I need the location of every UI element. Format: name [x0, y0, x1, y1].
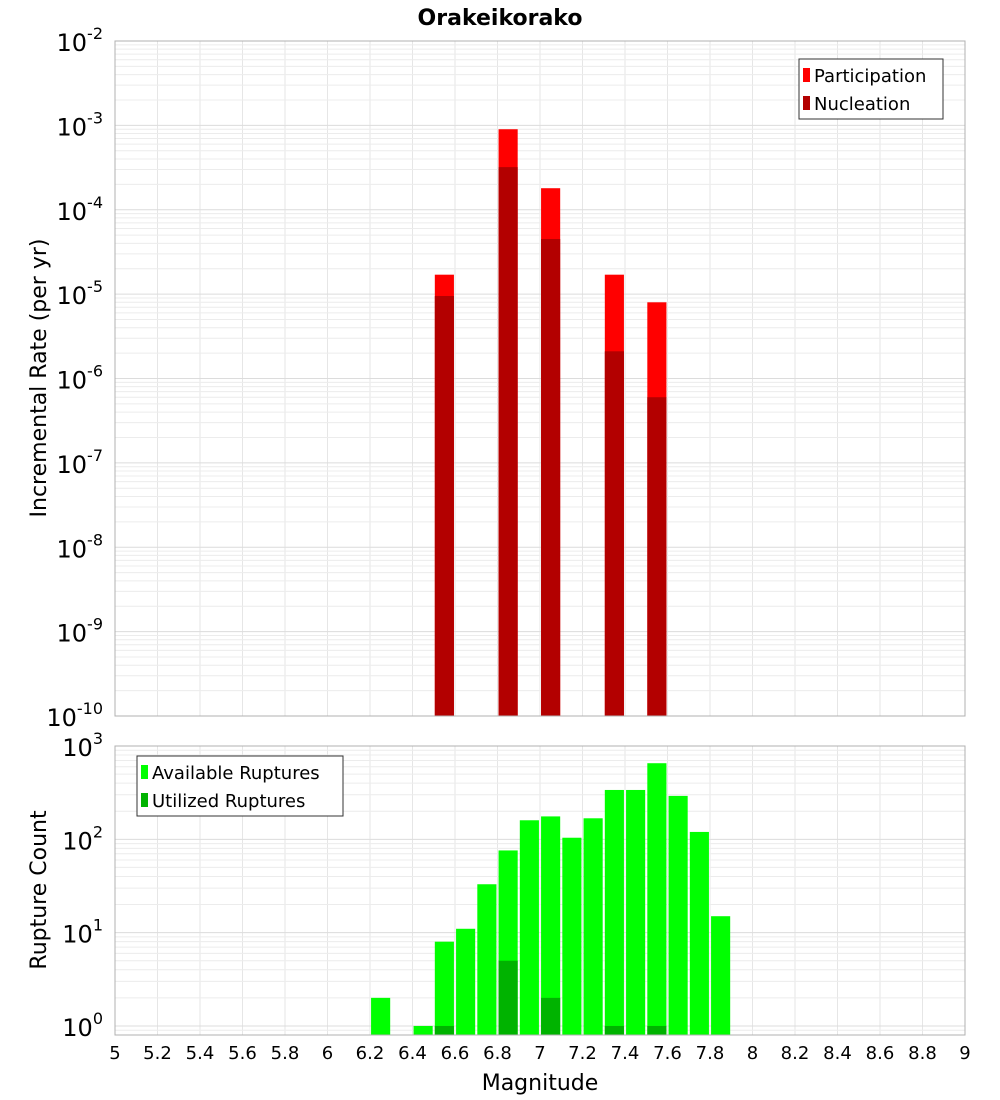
x-tick-label: 8.6 [866, 1043, 895, 1064]
legend-label: Nucleation [814, 94, 910, 115]
y-tick-label: 10-9 [57, 615, 104, 648]
x-tick-label: 5.2 [143, 1043, 172, 1064]
legend-label: Available Ruptures [152, 763, 320, 784]
bar [668, 795, 688, 1035]
x-tick-label: 6.8 [483, 1043, 512, 1064]
rupture-count-panel: 100 101 102 103 5 5.2 5.4 5.6 5.8 6 6.2 6.4 6.6 6.8 7 7… [27, 729, 971, 1064]
legend-swatch [141, 765, 148, 779]
x-tick-label: 5.6 [228, 1043, 257, 1064]
y-tick-label: 10-8 [57, 530, 104, 563]
x-tick-label: 9 [959, 1043, 970, 1064]
y-tick-label: 10-5 [57, 277, 104, 310]
x-tick-label: 8.2 [781, 1043, 810, 1064]
series-utilized-ruptures [434, 960, 667, 1035]
legend-label: Participation [814, 66, 926, 87]
bar [604, 1025, 624, 1035]
x-tick-label: 8 [747, 1043, 758, 1064]
y-tick-label: 10-6 [57, 362, 104, 395]
bar [541, 997, 561, 1035]
plot-frame [114, 745, 966, 1036]
incremental-rate-panel: 10-10 10-9 10-8 10-7 10-6 10-5 10-4 10-3 10-2 Inc… [27, 24, 966, 732]
legend-swatch [803, 96, 810, 110]
x-axis-label: Magnitude [482, 1071, 599, 1096]
x-tick-label: 8.8 [908, 1043, 937, 1064]
bar [711, 916, 731, 1035]
y-axis-label: Incremental Rate (per yr) [27, 239, 52, 518]
bar [498, 960, 518, 1035]
bar [541, 239, 561, 716]
x-tick-label: 5.8 [271, 1043, 300, 1064]
y-tick-label: 101 [62, 916, 103, 949]
legend-swatch [141, 793, 148, 807]
y-axis-label: Rupture Count [27, 810, 52, 970]
bar [562, 837, 582, 1035]
bar [626, 789, 646, 1035]
x-tick-label: 5.4 [186, 1043, 215, 1064]
legend-box [136, 755, 344, 817]
bar [371, 997, 391, 1035]
legend: Available Ruptures Utilized Ruptures [136, 755, 344, 817]
x-tick-label: 7.8 [696, 1043, 725, 1064]
bar [541, 816, 561, 1035]
y-tick-label: 10-2 [57, 24, 104, 57]
bar [498, 167, 518, 716]
bar [477, 884, 497, 1035]
legend-box [798, 58, 944, 120]
bar [413, 1025, 433, 1035]
x-tick-label: 8.4 [823, 1043, 852, 1064]
y-tick-label: 10-10 [46, 699, 103, 732]
bar [647, 763, 667, 1035]
y-tick-label: 103 [62, 729, 103, 762]
x-tick-label: 6.6 [441, 1043, 470, 1064]
bar [434, 296, 454, 716]
bar [647, 397, 667, 716]
bar [689, 831, 709, 1035]
bar [456, 928, 476, 1035]
x-tick-label: 6 [322, 1043, 333, 1064]
y-tick-label: 10-4 [57, 193, 104, 226]
bar [604, 351, 624, 716]
y-tick-label: 102 [62, 822, 103, 855]
legend-label: Utilized Ruptures [152, 791, 305, 812]
series-available-ruptures [371, 763, 731, 1035]
x-tick-label: 7 [534, 1043, 545, 1064]
legend-swatch [803, 68, 810, 82]
series-nucleation [434, 167, 667, 716]
figure-title: Orakeikorako [418, 6, 583, 31]
bar [647, 1025, 667, 1035]
grid-lines [114, 40, 966, 717]
y-tick-label: 10-3 [57, 108, 104, 141]
bar [583, 818, 603, 1035]
y-tick-label: 100 [62, 1009, 103, 1042]
x-tick-label: 7.2 [568, 1043, 597, 1064]
x-tick-label: 5 [109, 1043, 120, 1064]
y-tick-label: 10-7 [57, 446, 104, 479]
x-tick-label: 6.2 [356, 1043, 385, 1064]
bar [434, 1025, 454, 1035]
x-tick-label: 6.4 [398, 1043, 427, 1064]
bar [604, 789, 624, 1035]
x-tick-label: 7.6 [653, 1043, 682, 1064]
bar [519, 820, 539, 1035]
plot-frame [114, 40, 966, 717]
legend: Participation Nucleation [798, 58, 944, 120]
bar [434, 941, 454, 1035]
x-tick-label: 7.4 [611, 1043, 640, 1064]
